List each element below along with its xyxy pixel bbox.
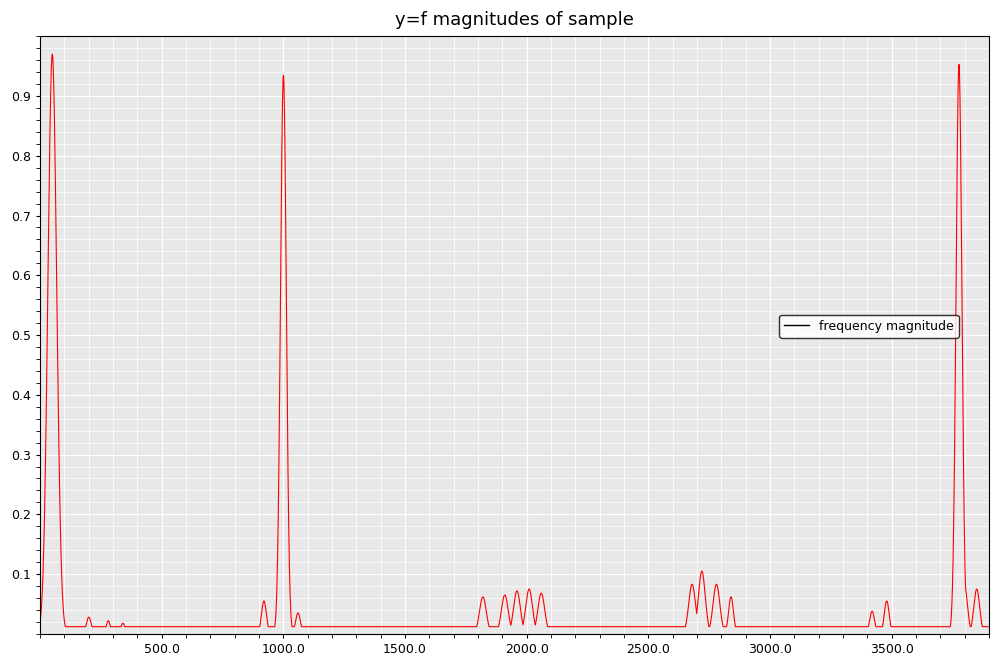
- Legend: frequency magnitude: frequency magnitude: [779, 315, 959, 338]
- Title: y=f magnitudes of sample: y=f magnitudes of sample: [395, 11, 634, 29]
